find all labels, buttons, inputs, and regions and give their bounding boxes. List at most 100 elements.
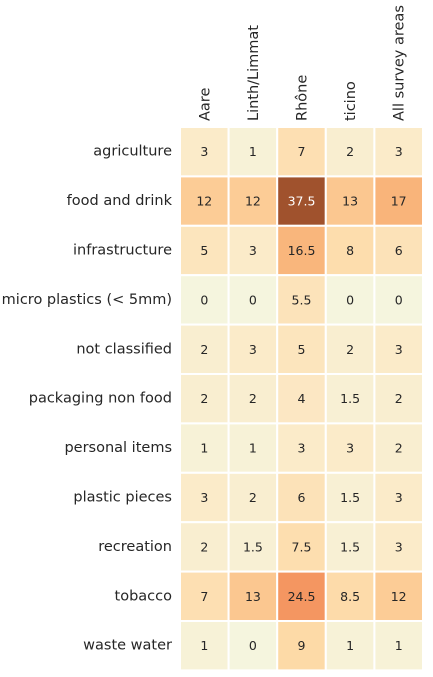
heatmap-cell-packaging-non-food-linth-limmat bbox=[227, 373, 279, 425]
heatmap-cell-value: 1 bbox=[346, 638, 354, 653]
row-label-tobacco: tobacco bbox=[115, 588, 173, 604]
heatmap-cell-value: 3 bbox=[200, 144, 208, 159]
heatmap-cell-value: 3 bbox=[298, 441, 306, 456]
heatmap-cell-waste-water-aare bbox=[179, 620, 230, 672]
heatmap-cell-value: 2 bbox=[249, 391, 257, 406]
heatmap-cell-value: 12 bbox=[245, 194, 261, 209]
heatmap-cell-not-classified-aare bbox=[179, 323, 230, 376]
heatmap-cell-value: 8 bbox=[346, 243, 354, 258]
heatmap-cell-value: 1 bbox=[395, 638, 403, 653]
heatmap-cell-value: 13 bbox=[342, 194, 358, 209]
heatmap-cell-value: 2 bbox=[200, 539, 208, 554]
heatmap-cell-value: 3 bbox=[249, 243, 257, 258]
heatmap-cell-tobacco-aare bbox=[179, 570, 230, 622]
heatmap-cell-micro-plastics-5mm-ticino bbox=[324, 274, 376, 326]
heatmap-cell-value: 1.5 bbox=[340, 391, 360, 406]
heatmap-cell-value: 1 bbox=[249, 144, 257, 159]
column-label-aare: Aare bbox=[197, 88, 213, 121]
heatmap-cell-value: 3 bbox=[346, 441, 354, 456]
heatmap-cell-micro-plastics-5mm-all-survey-areas bbox=[373, 274, 424, 326]
row-labels: agriculture food and drink infrastructure m… bbox=[2, 144, 173, 654]
heatmap-cell-value: 2 bbox=[200, 391, 208, 406]
heatmap-cell-value: 12 bbox=[391, 589, 407, 604]
heatmap-cell-infrastructure-linth-limmat bbox=[227, 224, 279, 277]
row-label-agriculture: agriculture bbox=[93, 144, 172, 160]
heatmap-cell-value: 2 bbox=[395, 441, 403, 456]
heatmap-cell-value: 2 bbox=[200, 342, 208, 357]
heatmap-cell-value: 2 bbox=[346, 342, 354, 357]
heatmap-cell-value: 1.5 bbox=[340, 490, 360, 505]
heatmap-cells: 3 1 7 2 312 12 37.5 13 175 3 16.5 8 60 0 5.5 0 02 3 5 2 32 2 4… bbox=[179, 126, 424, 672]
heatmap-cell-value: 4 bbox=[298, 391, 306, 406]
heatmap-cell-value: 3 bbox=[200, 490, 208, 505]
heatmap-cell-value: 8.5 bbox=[340, 589, 360, 604]
heatmap-cell-value: 0 bbox=[249, 638, 257, 653]
heatmap-cell-value: 2 bbox=[395, 391, 403, 406]
heatmap-cell-value: 1.5 bbox=[340, 539, 360, 554]
heatmap-cell-value: 12 bbox=[196, 194, 212, 209]
column-label-rh-ne: Rhône bbox=[295, 75, 311, 121]
heatmap-cell-value: 1 bbox=[249, 441, 257, 456]
heatmap-cell-value: 5 bbox=[298, 342, 306, 357]
heatmap-cell-food-and-drink-all-survey-areas bbox=[373, 175, 424, 227]
row-label-plastic-pieces: plastic pieces bbox=[73, 490, 172, 506]
row-label-personal-items: personal items bbox=[64, 440, 172, 456]
row-label-food-and-drink: food and drink bbox=[67, 193, 173, 209]
heatmap-cell-not-classified-linth-limmat bbox=[227, 323, 279, 376]
heatmap-cell-value: 1 bbox=[200, 638, 208, 653]
heatmap-cell-food-and-drink-rh-ne bbox=[276, 175, 327, 227]
heatmap-cell-value: 5 bbox=[200, 243, 208, 258]
heatmap-cell-value: 17 bbox=[391, 194, 407, 209]
heatmap-cell-infrastructure-ticino bbox=[324, 224, 376, 277]
heatmap-cell-waste-water-rh-ne bbox=[276, 620, 327, 672]
heatmap-cell-plastic-pieces-aare bbox=[179, 471, 230, 524]
heatmap-cell-value: 9 bbox=[298, 638, 306, 653]
column-labels: Aare Linth/Limmat Rhône ticino All survey ar… bbox=[197, 5, 407, 121]
heatmap-cell-not-classified-rh-ne bbox=[276, 323, 327, 376]
heatmap-cell-value: 1 bbox=[200, 441, 208, 456]
heatmap-cell-tobacco-rh-ne bbox=[276, 570, 327, 622]
heatmap-cell-value: 1.5 bbox=[243, 539, 263, 554]
heatmap-cell-value: 0 bbox=[395, 292, 403, 307]
heatmap-cell-food-and-drink-aare bbox=[179, 175, 230, 227]
column-label-ticino: ticino bbox=[343, 81, 359, 121]
heatmap-cell-tobacco-all-survey-areas bbox=[373, 570, 424, 622]
column-label-all-survey-areas: All survey areas bbox=[392, 5, 408, 121]
column-label-linth-limmat: Linth/Limmat bbox=[246, 25, 262, 121]
row-label-infrastructure: infrastructure bbox=[73, 243, 172, 259]
heatmap-cell-value: 13 bbox=[245, 589, 261, 604]
heatmap-cell-value: 6 bbox=[298, 490, 306, 505]
heatmap-cell-value: 2 bbox=[346, 144, 354, 159]
heatmap-cell-recreation-all-survey-areas bbox=[373, 521, 424, 573]
heatmap-cell-value: 3 bbox=[395, 490, 403, 505]
heatmap-cell-micro-plastics-5mm-aare bbox=[179, 274, 230, 326]
row-label-packaging-non-food: packaging non food bbox=[29, 391, 172, 407]
heatmap-cell-value: 7 bbox=[200, 589, 208, 604]
heatmap-cell-value: 37.5 bbox=[288, 194, 316, 209]
heatmap-cell-packaging-non-food-all-survey-areas bbox=[373, 373, 424, 425]
heatmap-cell-value: 16.5 bbox=[288, 243, 316, 258]
heatmap-cell-plastic-pieces-linth-limmat bbox=[227, 471, 279, 524]
heatmap-cell-value: 0 bbox=[249, 292, 257, 307]
row-label-not-classified: not classified bbox=[76, 341, 172, 357]
heatmap-cell-value: 5.5 bbox=[292, 292, 312, 307]
heatmap-cell-value: 3 bbox=[395, 144, 403, 159]
heatmap-cell-packaging-non-food-ticino bbox=[324, 373, 376, 425]
row-label-micro-plastics-5mm: micro plastics (< 5mm) bbox=[2, 292, 172, 308]
heatmap-cell-value: 2 bbox=[249, 490, 257, 505]
heatmap-cell-personal-items-aare bbox=[179, 422, 230, 474]
heatmap-cell-value: 7.5 bbox=[292, 539, 312, 554]
heatmap-cell-value: 3 bbox=[249, 342, 257, 357]
heatmap-cell-value: 0 bbox=[200, 292, 208, 307]
row-label-waste-water: waste water bbox=[83, 638, 172, 654]
heatmap-cell-waste-water-ticino bbox=[324, 620, 376, 672]
row-label-recreation: recreation bbox=[98, 539, 172, 555]
heatmap-cell-value: 6 bbox=[395, 243, 403, 258]
heatmap-cell-value: 24.5 bbox=[288, 589, 316, 604]
heatmap-cell-waste-water-all-survey-areas bbox=[373, 620, 424, 672]
heatmap-cell-value: 0 bbox=[346, 292, 354, 307]
heatmap-cell-value: 3 bbox=[395, 342, 403, 357]
heatmap-cell-value: 3 bbox=[395, 539, 403, 554]
heatmap-cell-value: 7 bbox=[298, 144, 306, 159]
